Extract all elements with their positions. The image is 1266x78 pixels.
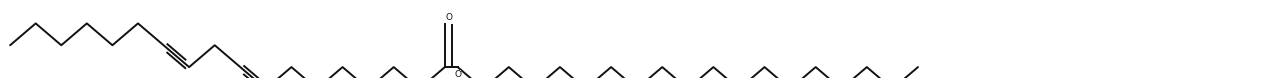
Text: O: O <box>446 13 452 22</box>
Text: O: O <box>454 70 461 78</box>
